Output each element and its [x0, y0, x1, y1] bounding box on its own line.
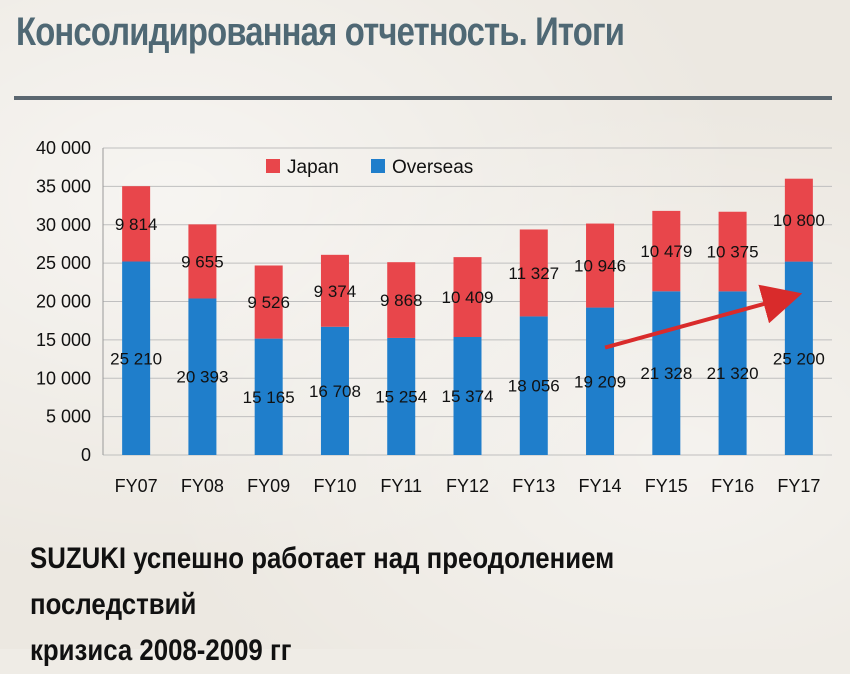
x-tick-label: FY11	[380, 476, 422, 496]
data-label-japan: 10 800	[773, 211, 825, 230]
page-title: Консолидированная отчетность. Итоги	[16, 10, 625, 54]
data-label-overseas: 15 254	[375, 387, 427, 406]
data-label-japan: 11 327	[508, 264, 559, 283]
bar-japan	[784, 178, 813, 262]
legend: Japan Overseas	[266, 157, 473, 178]
bar-japan	[254, 265, 283, 339]
bar-japan	[453, 257, 482, 338]
legend-swatch-overseas	[371, 159, 385, 173]
legend-label-japan: Japan	[287, 157, 339, 178]
data-label-overseas: 21 320	[707, 364, 759, 383]
x-tick-label: FY15	[645, 476, 688, 496]
y-tick-label: 25 000	[36, 253, 91, 273]
bar-overseas	[188, 298, 217, 455]
bar-overseas	[320, 326, 349, 455]
data-label-overseas: 15 165	[243, 388, 295, 407]
x-tick-label: FY16	[711, 476, 754, 496]
bar-overseas	[519, 316, 548, 455]
data-label-japan: 10 375	[707, 243, 759, 262]
trend-arrow	[604, 284, 803, 350]
data-label-japan: 9 526	[247, 293, 290, 312]
bar-japan	[188, 224, 217, 299]
data-label-overseas: 19 209	[574, 372, 626, 391]
x-tick-label: FY10	[313, 476, 356, 496]
x-tick-label: FY12	[446, 476, 489, 496]
x-tick-label: FY17	[777, 476, 820, 496]
bar-overseas	[453, 337, 482, 455]
x-tick-label: FY08	[181, 476, 224, 496]
y-tick-label: 10 000	[36, 368, 91, 388]
data-label-japan: 9 868	[380, 291, 423, 310]
legend-label-overseas: Overseas	[392, 157, 473, 178]
data-label-overseas: 21 328	[640, 364, 692, 383]
data-label-japan: 10 479	[640, 242, 692, 261]
bar-japan	[652, 210, 681, 292]
y-tick-label: 20 000	[36, 292, 91, 312]
data-label-overseas: 20 393	[176, 368, 228, 387]
data-label-overseas: 16 708	[309, 382, 361, 401]
bar-overseas	[718, 291, 747, 455]
bar-overseas	[652, 291, 681, 455]
stacked-bar-chart: 25 210 9 814 20 393 9 655 15 165 9 526 16 708 9…	[36, 138, 832, 496]
data-label-japan: 10 409	[442, 288, 494, 307]
annotations	[604, 284, 803, 350]
y-tick-label: 30 000	[36, 215, 91, 235]
data-label-overseas: 25 210	[110, 349, 162, 368]
x-tick-label: FY07	[115, 476, 158, 496]
bar-japan	[586, 223, 615, 308]
data-labels: 25 210 9 814 20 393 9 655 15 165 9 526 16 708 9…	[110, 211, 825, 407]
data-label-japan: 9 655	[181, 252, 224, 271]
axes: 0 5 000 10 000 15 000 20 000 25 000 30 000 35 0…	[36, 138, 820, 496]
y-tick-label: 0	[81, 445, 91, 465]
data-label-japan: 10 946	[574, 257, 626, 276]
footer-line-2: кризиса 2008-2009 гг	[30, 634, 292, 667]
y-tick-label: 35 000	[36, 176, 91, 196]
footer-caption: SUZUKI успешно работает над преодолением…	[30, 536, 718, 674]
y-tick-label: 40 000	[36, 138, 91, 158]
data-label-overseas: 25 200	[773, 349, 825, 368]
bar-japan	[122, 186, 151, 262]
data-label-japan: 9 814	[115, 215, 158, 234]
page-background	[0, 0, 850, 649]
bar-overseas	[586, 307, 615, 455]
x-tick-label: FY13	[512, 476, 555, 496]
x-tick-label: FY14	[579, 476, 622, 496]
bar-japan	[519, 229, 548, 317]
y-tick-label: 15 000	[36, 330, 91, 350]
bar-overseas	[122, 261, 151, 455]
bar-japan	[320, 254, 349, 327]
bar-overseas	[387, 337, 416, 455]
legend-swatch-japan	[266, 159, 280, 173]
footer-line-1: SUZUKI успешно работает над преодолением…	[30, 542, 615, 621]
data-label-overseas: 15 374	[442, 387, 494, 406]
data-label-japan: 9 374	[314, 282, 357, 301]
data-label-overseas: 18 056	[508, 377, 560, 396]
title-divider	[14, 96, 832, 100]
y-tick-label: 5 000	[46, 407, 91, 427]
bar-japan	[387, 262, 416, 338]
x-tick-label: FY09	[247, 476, 290, 496]
bar-overseas	[254, 338, 283, 455]
bar-japan	[718, 211, 747, 292]
bars	[122, 178, 813, 455]
